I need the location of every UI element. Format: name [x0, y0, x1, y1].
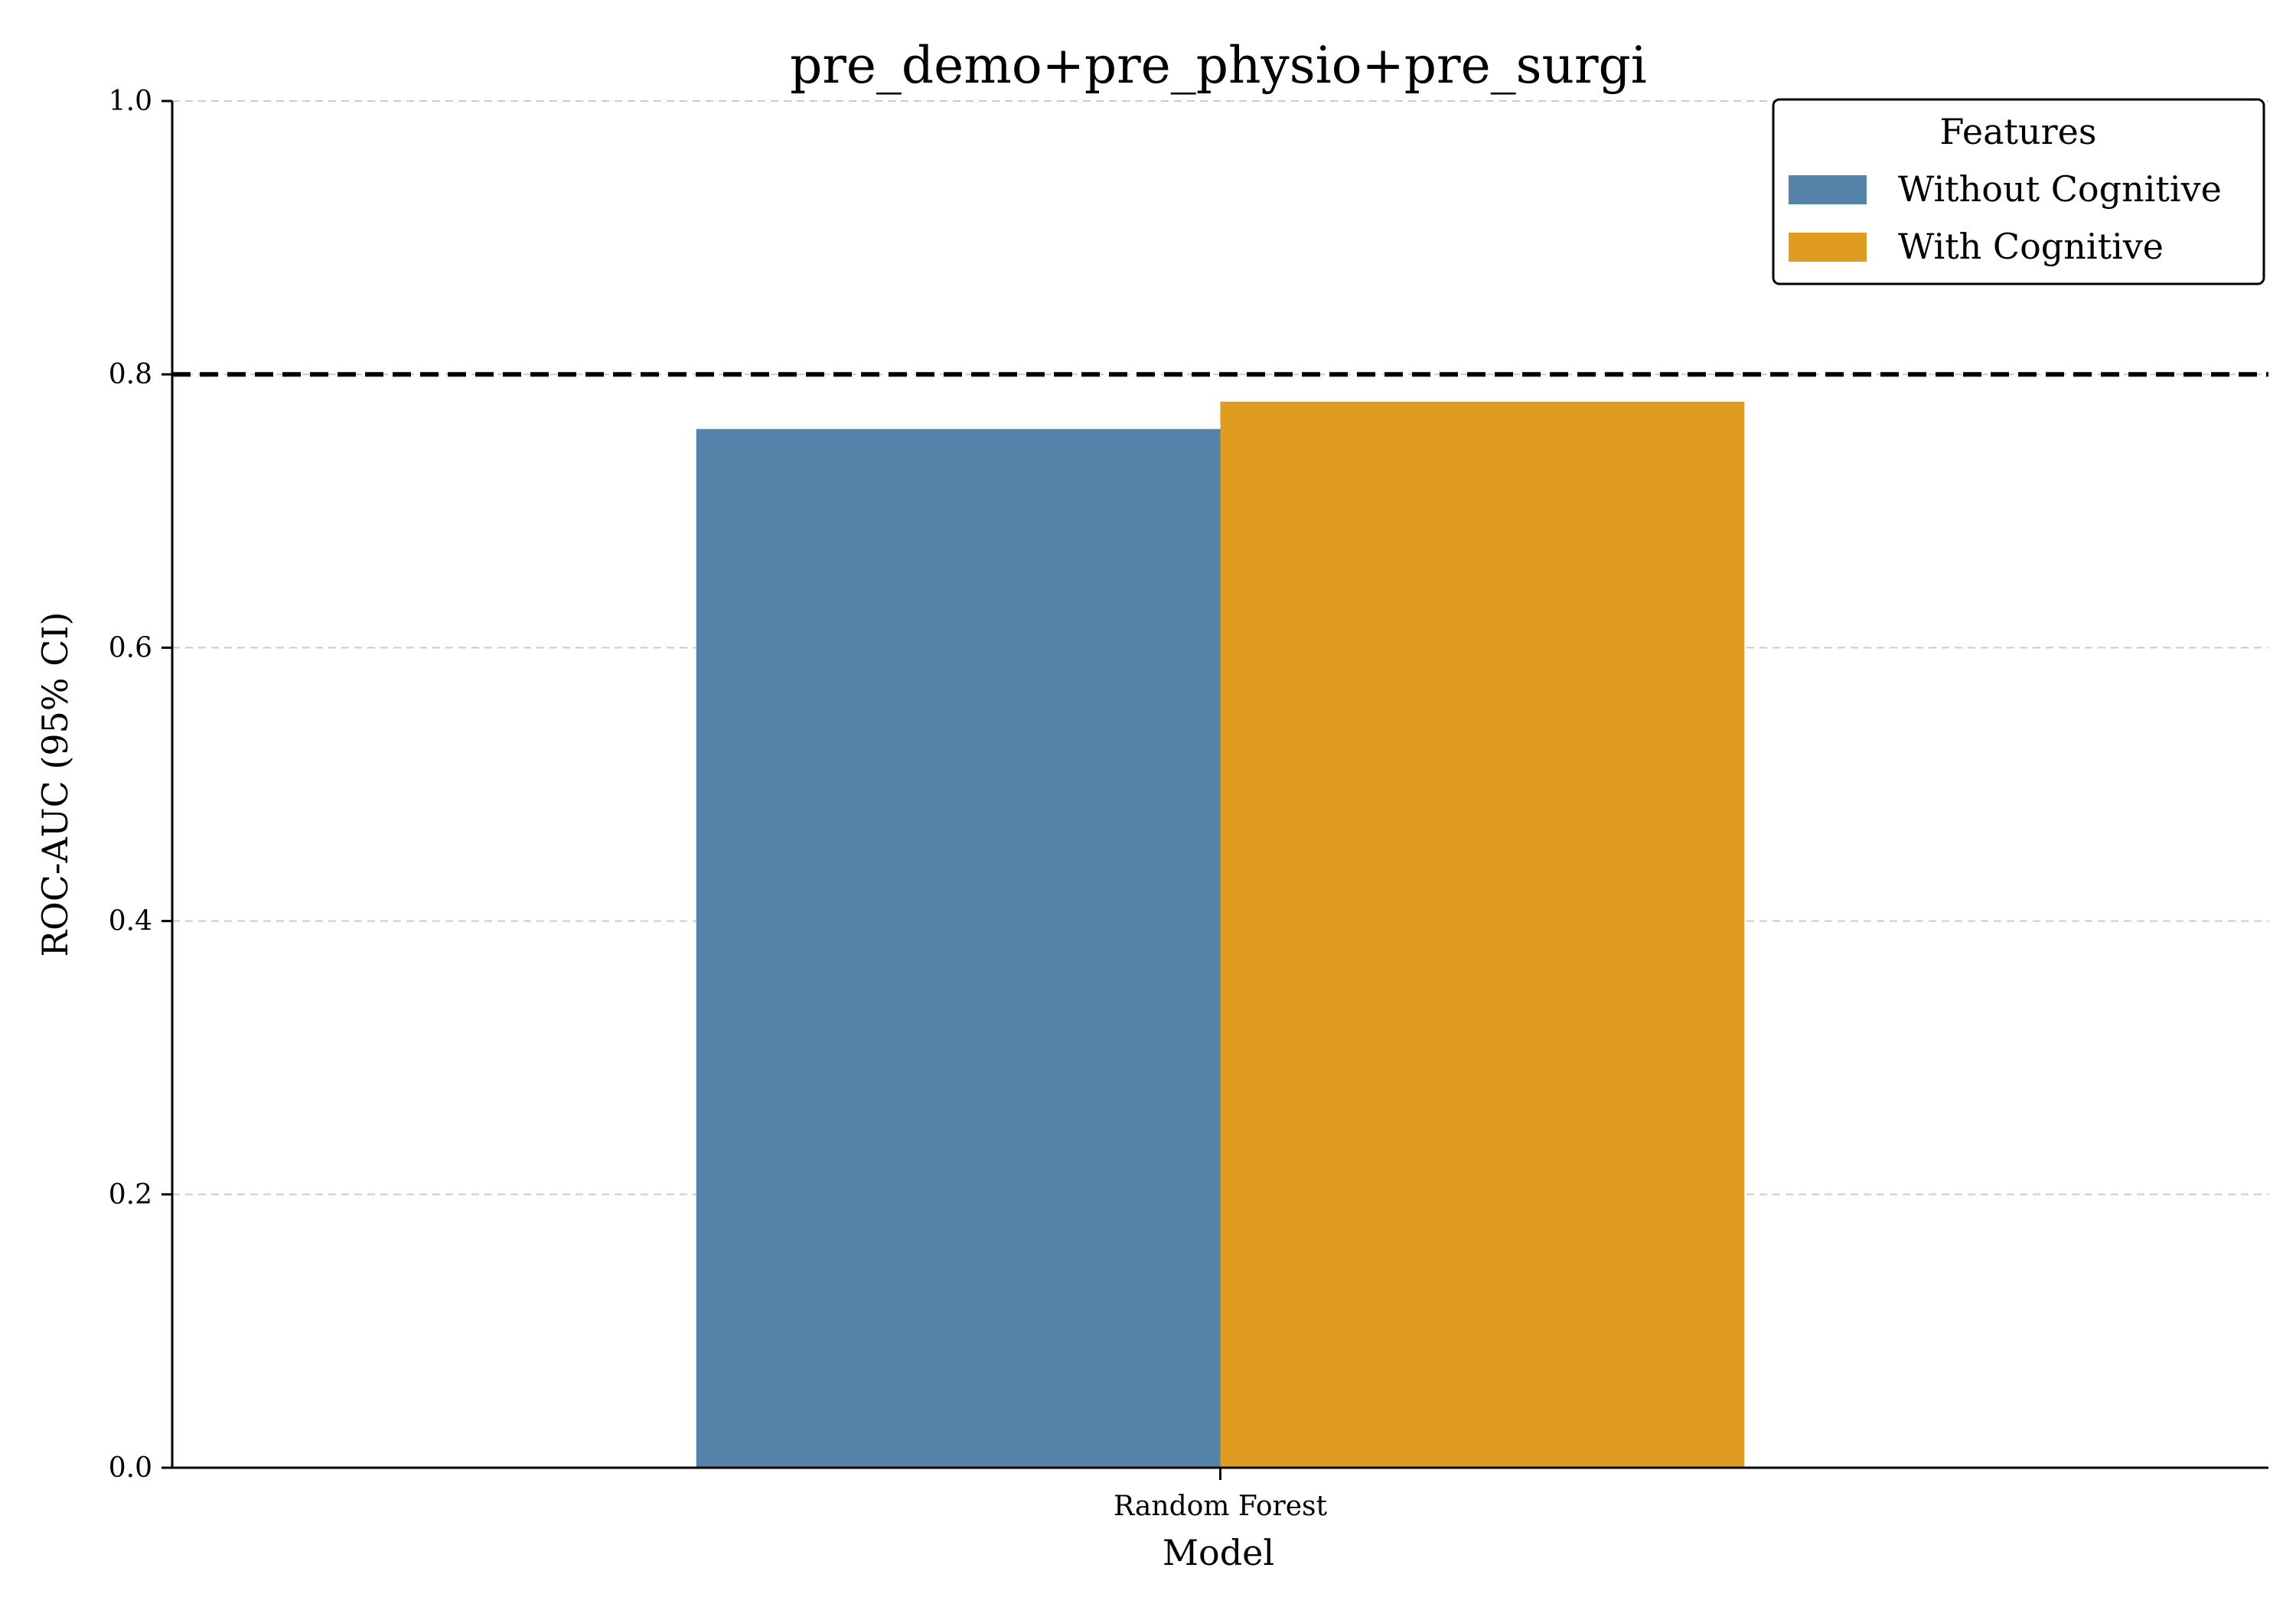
bar-without-cognitive: [696, 429, 1221, 1468]
legend-label-without-cognitive: Without Cognitive: [1898, 168, 2222, 210]
x-ticks: Random Forest: [1114, 1468, 1328, 1522]
x-axis-label: Model: [1163, 1532, 1274, 1573]
bar-with-cognitive: [1220, 401, 1745, 1468]
x-tick-label: Random Forest: [1114, 1491, 1328, 1522]
y-tick-label: 0.4: [109, 906, 152, 937]
legend-box: [1772, 98, 2265, 285]
y-tick-label: 0.8: [109, 359, 152, 390]
legend-swatch-without-cognitive: [1789, 175, 1867, 204]
y-axis-label: ROC-AUC (95% CI): [34, 611, 76, 957]
y-ticks: 0.0 0.2 0.4 0.6 0.8 1.0: [109, 86, 172, 1484]
legend-title: Features: [1940, 111, 2097, 152]
legend-label-with-cognitive: With Cognitive: [1898, 226, 2164, 267]
legend: Features Without Cognitive With Cognitiv…: [1772, 98, 2265, 285]
chart-title: pre_demo+pre_physio+pre_surgi: [790, 36, 1647, 95]
y-tick-label: 0.2: [109, 1179, 152, 1211]
bars: [696, 401, 1745, 1468]
y-tick-label: 0.0: [109, 1452, 152, 1484]
y-tick-label: 1.0: [109, 86, 152, 117]
y-tick-label: 0.6: [109, 632, 152, 663]
legend-swatch-with-cognitive: [1789, 233, 1867, 262]
